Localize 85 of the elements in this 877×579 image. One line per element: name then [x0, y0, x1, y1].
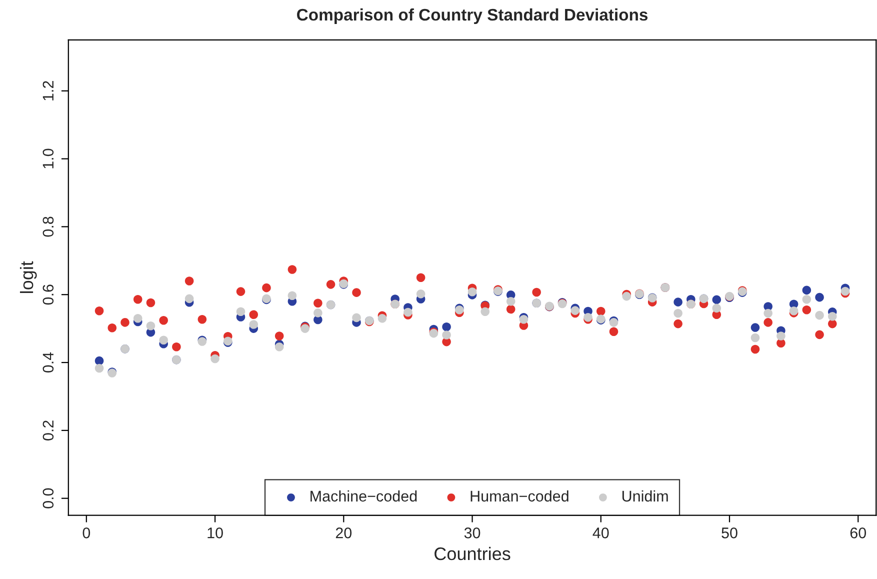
point — [750, 333, 760, 342]
legend-label: Unidim — [622, 490, 668, 502]
point — [674, 308, 682, 318]
point — [249, 320, 258, 329]
point — [236, 307, 246, 316]
point — [674, 319, 682, 328]
y-tick-label: 0.8 — [42, 216, 54, 237]
point — [352, 313, 361, 322]
point — [802, 305, 812, 314]
point — [274, 342, 284, 352]
point — [584, 312, 592, 322]
point — [802, 294, 812, 304]
y-tick-label: 0.2 — [42, 420, 54, 440]
point — [146, 298, 156, 308]
x-tick-label: 10 — [208, 528, 223, 538]
x-tick-label: 30 — [464, 528, 480, 538]
point — [815, 330, 824, 340]
point — [468, 288, 477, 296]
point — [198, 315, 207, 324]
point — [712, 304, 722, 313]
point — [274, 332, 284, 340]
point — [249, 310, 258, 320]
point — [764, 318, 772, 327]
point — [133, 314, 142, 323]
point — [184, 294, 194, 304]
point — [404, 308, 412, 317]
legend-label: Human−coded — [470, 490, 568, 502]
point — [532, 288, 541, 297]
y-tick-label: 1.2 — [42, 81, 54, 100]
point — [378, 314, 387, 323]
x-axis-title: Countries — [434, 546, 510, 560]
point — [815, 292, 824, 302]
x-tick-label: 50 — [722, 528, 738, 538]
point — [314, 298, 322, 308]
y-tick-label: 0.0 — [42, 488, 54, 508]
y-tick-label: 0.6 — [42, 284, 54, 305]
point — [236, 287, 246, 296]
point — [146, 321, 156, 330]
point — [108, 323, 117, 332]
x-tick-label: 40 — [592, 528, 609, 538]
point — [828, 319, 837, 328]
point — [828, 312, 837, 321]
y-tick-label: 1.0 — [42, 148, 54, 168]
point — [416, 290, 426, 298]
point — [159, 336, 168, 344]
point — [506, 297, 516, 306]
point — [262, 283, 271, 292]
point — [94, 364, 104, 373]
point — [133, 294, 142, 304]
point — [172, 342, 181, 352]
point — [750, 323, 760, 332]
y-axis-title: logit — [20, 261, 37, 293]
point — [596, 306, 606, 316]
point — [776, 332, 786, 340]
point — [506, 304, 516, 314]
point — [815, 310, 824, 320]
point — [94, 306, 104, 316]
point — [674, 298, 682, 306]
point — [480, 307, 490, 316]
point — [750, 344, 760, 354]
point — [326, 280, 336, 289]
point — [159, 316, 168, 325]
point — [416, 273, 426, 282]
point — [184, 276, 194, 286]
point — [442, 322, 451, 332]
x-tick-label: 0 — [82, 528, 90, 538]
point — [802, 286, 812, 295]
point — [442, 330, 451, 340]
point — [314, 308, 322, 318]
point — [210, 354, 220, 364]
y-tick-label: 0.4 — [42, 352, 54, 373]
point — [120, 318, 130, 327]
legend-label: Machine−coded — [310, 490, 417, 502]
point — [570, 306, 580, 315]
point — [352, 288, 361, 297]
point — [288, 291, 297, 300]
point — [519, 315, 528, 324]
x-tick-label: 20 — [336, 528, 352, 538]
point — [609, 327, 618, 336]
x-tick-label: 60 — [850, 528, 866, 538]
point — [712, 295, 722, 304]
point — [764, 308, 772, 318]
chart-title: Comparison of Country Standard Deviations — [297, 8, 648, 24]
point — [288, 265, 297, 274]
point — [94, 356, 104, 366]
